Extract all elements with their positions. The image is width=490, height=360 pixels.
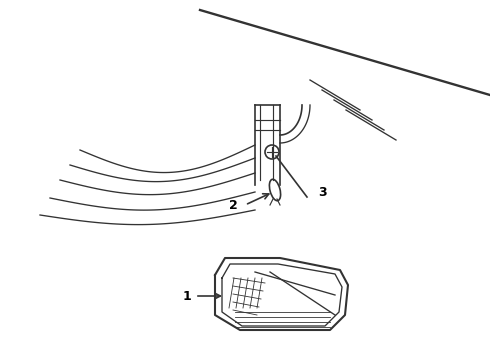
Text: 1: 1 — [183, 289, 192, 302]
Text: 2: 2 — [229, 198, 237, 212]
Text: 3: 3 — [318, 185, 326, 198]
